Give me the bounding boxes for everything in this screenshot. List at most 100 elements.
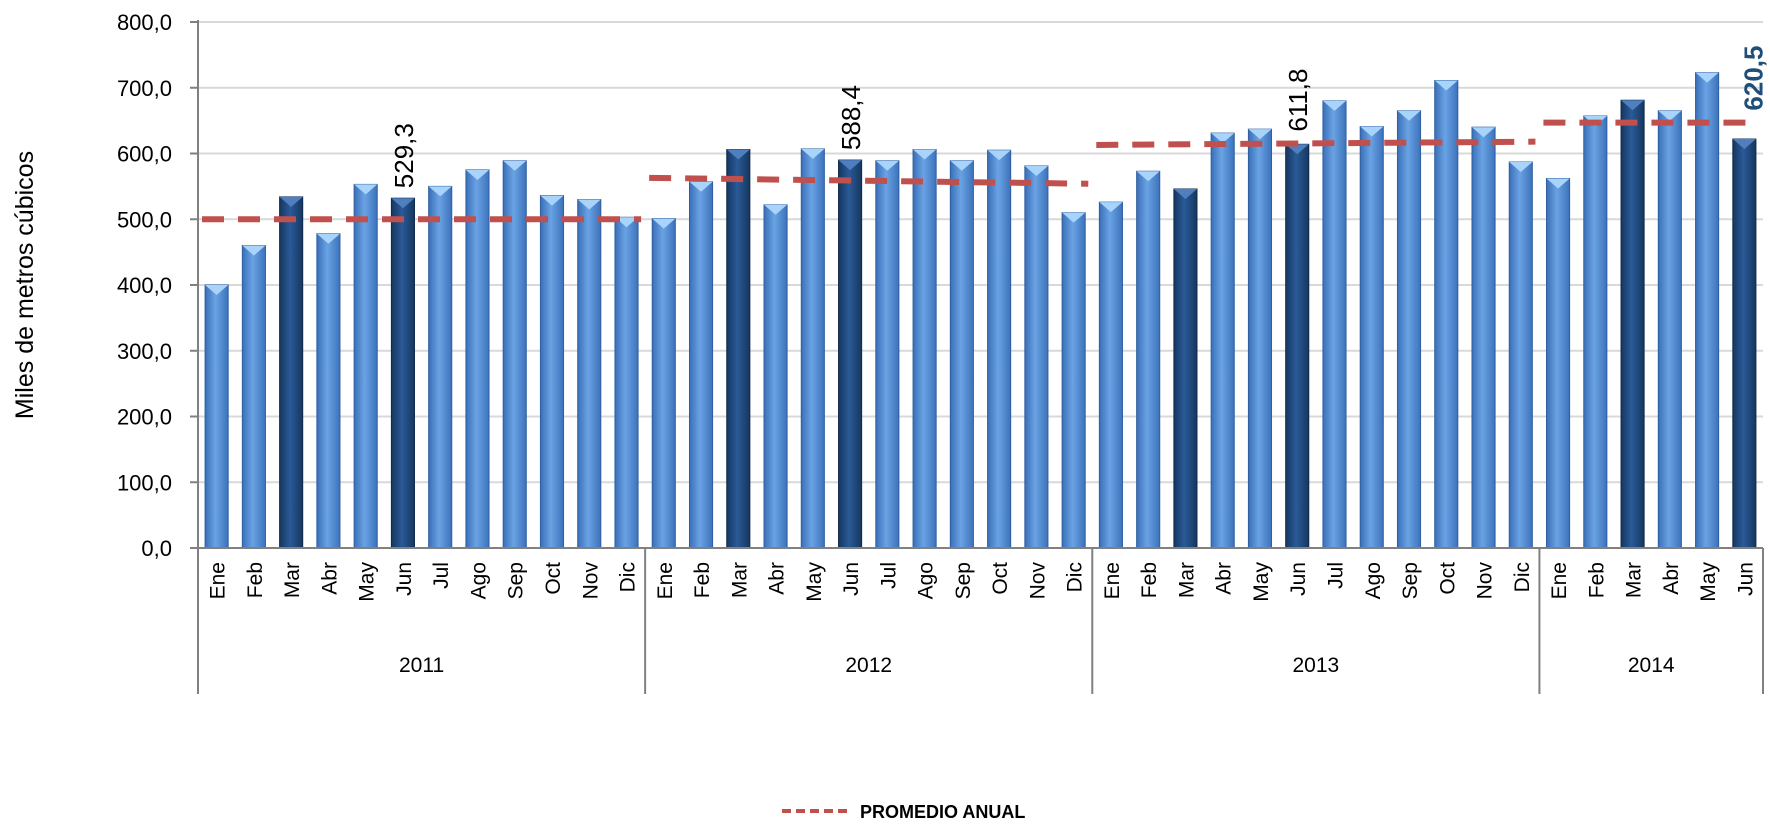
bar-body — [428, 185, 453, 549]
year-label: 2013 — [1292, 654, 1339, 677]
bar-body — [1247, 128, 1273, 549]
bar-cap — [354, 184, 378, 195]
bar — [800, 148, 825, 549]
bars — [204, 72, 1757, 549]
month-label: Jun — [1287, 562, 1310, 596]
bar-cap — [987, 150, 1011, 161]
bar — [651, 218, 676, 549]
bar — [390, 197, 415, 549]
bar-cap — [1695, 72, 1719, 83]
bar — [577, 199, 602, 549]
bar — [838, 159, 863, 549]
bar-cap — [1136, 171, 1160, 182]
bar-body — [1322, 100, 1347, 549]
bar-cap — [1173, 189, 1197, 200]
bar-cap — [1471, 127, 1496, 138]
month-label: Abr — [766, 562, 789, 595]
bar-cap — [1360, 126, 1384, 137]
y-tick-label: 700,0 — [117, 76, 172, 101]
bar — [614, 216, 639, 549]
y-axis-title: Miles de metros cúbicos — [11, 151, 39, 419]
bar-body — [912, 149, 937, 549]
month-label: Nov — [1026, 562, 1049, 600]
bar-body — [726, 149, 751, 549]
legend-label: PROMEDIO ANUAL — [860, 802, 1025, 822]
bar — [1620, 99, 1645, 549]
month-label: Dic — [1064, 562, 1087, 592]
bar-body — [1508, 161, 1533, 549]
bar-body — [241, 245, 266, 549]
bar — [1247, 128, 1273, 549]
month-label: Jul — [1324, 562, 1347, 589]
bar-cap — [1285, 144, 1309, 155]
bar — [1434, 80, 1459, 549]
y-tick-label: 200,0 — [117, 405, 172, 430]
month-label: Oct — [989, 562, 1012, 595]
bar-body — [763, 204, 788, 549]
bar-body — [1024, 165, 1049, 549]
bar — [428, 185, 453, 549]
month-label: Dic — [617, 562, 640, 592]
bar-body — [465, 169, 490, 549]
month-label: May — [803, 562, 826, 602]
bar-cap — [726, 149, 750, 160]
bar-body — [949, 160, 974, 549]
month-label: Abr — [318, 562, 341, 595]
bar — [1359, 126, 1384, 549]
bar-body — [614, 216, 639, 549]
bar-body — [1285, 143, 1310, 549]
bar-body — [800, 148, 825, 549]
month-label: Jul — [877, 562, 900, 589]
bar-cap — [801, 148, 825, 159]
bar-cap — [1434, 80, 1458, 91]
month-label: Jun — [393, 562, 416, 596]
labels: 0,0 100,0 200,0 300,0 400,0 500,0 600,0 700,0 80… — [11, 10, 1768, 677]
bar-body — [1098, 201, 1123, 549]
bar — [1173, 188, 1198, 549]
bar-cap — [465, 169, 490, 180]
bar — [465, 169, 490, 549]
average-value-label: 588,4 — [836, 85, 866, 150]
month-label: Ene — [207, 562, 230, 599]
bar-cap — [540, 195, 564, 206]
month-label: Feb — [244, 562, 267, 598]
bar-body — [390, 197, 415, 549]
bar — [912, 149, 937, 549]
bar-cap — [1062, 212, 1086, 223]
bar — [1210, 132, 1235, 549]
month-label: Feb — [691, 562, 714, 598]
axes — [190, 20, 1764, 694]
bar-cap — [205, 285, 229, 295]
bar — [279, 196, 304, 549]
y-tick-label: 0,0 — [141, 536, 172, 561]
bar-cap — [391, 198, 415, 209]
bar-cap — [577, 199, 601, 210]
y-tick-label: 300,0 — [117, 339, 172, 364]
bar-body — [688, 181, 714, 549]
bar-cap — [1322, 100, 1347, 111]
bar-cap — [316, 233, 340, 244]
bar-cap — [279, 196, 303, 207]
bar-cap — [1658, 110, 1682, 121]
month-label: Nov — [579, 562, 602, 600]
bar-cap — [950, 160, 974, 171]
bar-body — [838, 159, 863, 549]
bar-body — [1359, 126, 1384, 549]
month-label: Mar — [281, 562, 304, 598]
bar-body — [353, 183, 378, 549]
bar — [726, 149, 751, 549]
bar-body — [651, 218, 676, 549]
bar — [539, 195, 565, 549]
bar-cap — [503, 160, 527, 171]
bar — [1546, 177, 1571, 549]
bar — [316, 233, 341, 549]
average-value-label: 611,8 — [1283, 69, 1313, 132]
bar — [1732, 138, 1757, 549]
bar — [1136, 170, 1161, 549]
bar-cap — [1024, 165, 1048, 176]
y-tick-label: 600,0 — [117, 142, 172, 167]
month-label: Dic — [1511, 562, 1534, 592]
month-label: Abr — [1213, 562, 1236, 595]
bar-cap — [1621, 100, 1645, 111]
bar-cap — [1211, 133, 1235, 144]
